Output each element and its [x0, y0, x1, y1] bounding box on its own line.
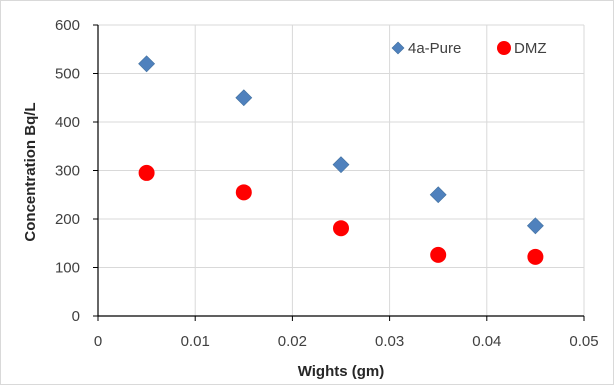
- x-tick-label: 0.04: [472, 333, 501, 350]
- tick-labels: 0 0.01 0.02 0.03 0.04 0.05 0 100 200 300 400 500 600: [55, 17, 599, 350]
- data-point-4a-pure: [138, 55, 156, 73]
- data-point-4a-pure: [429, 186, 447, 204]
- data-point-4a-pure: [526, 217, 544, 235]
- grid-lines: [98, 24, 585, 316]
- data-point-4a-pure: [235, 89, 253, 107]
- data-point-dmz: [430, 246, 447, 263]
- legend-label-dmz: DMZ: [514, 40, 547, 57]
- legend-label-4a-pure: 4a-Pure: [408, 40, 461, 57]
- data-point-dmz: [333, 220, 349, 237]
- x-tick-label: 0.05: [569, 333, 598, 350]
- axes: [93, 24, 585, 321]
- legend: 4a-Pure DMZ: [391, 40, 547, 57]
- x-tick-label: 0.02: [278, 333, 307, 350]
- y-tick-label: 300: [55, 163, 80, 180]
- legend-marker-dmz: [497, 41, 511, 55]
- y-tick-label: 100: [55, 260, 80, 277]
- legend-marker-4a-pure: [391, 41, 405, 55]
- data-point-dmz: [138, 164, 155, 181]
- data-point-4a-pure: [332, 156, 350, 174]
- legend-item-dmz: DMZ: [497, 40, 547, 57]
- data-point-dmz: [527, 248, 544, 265]
- y-axis-title: Concentration Bq/L: [22, 102, 39, 241]
- y-tick-label: 400: [55, 114, 80, 131]
- x-tick-label: 0.03: [375, 333, 404, 350]
- legend-item-4a-pure: 4a-Pure: [391, 40, 461, 57]
- x-axis-title: Wights (gm): [298, 363, 385, 380]
- x-tick-label: 0: [94, 333, 102, 350]
- data-points: [138, 55, 544, 265]
- data-point-dmz: [235, 184, 252, 201]
- x-tick-label: 0.01: [181, 333, 210, 350]
- y-tick-label: 600: [55, 17, 80, 34]
- y-tick-label: 500: [55, 66, 80, 83]
- y-tick-label: 200: [55, 211, 80, 228]
- y-tick-label: 0: [72, 308, 80, 325]
